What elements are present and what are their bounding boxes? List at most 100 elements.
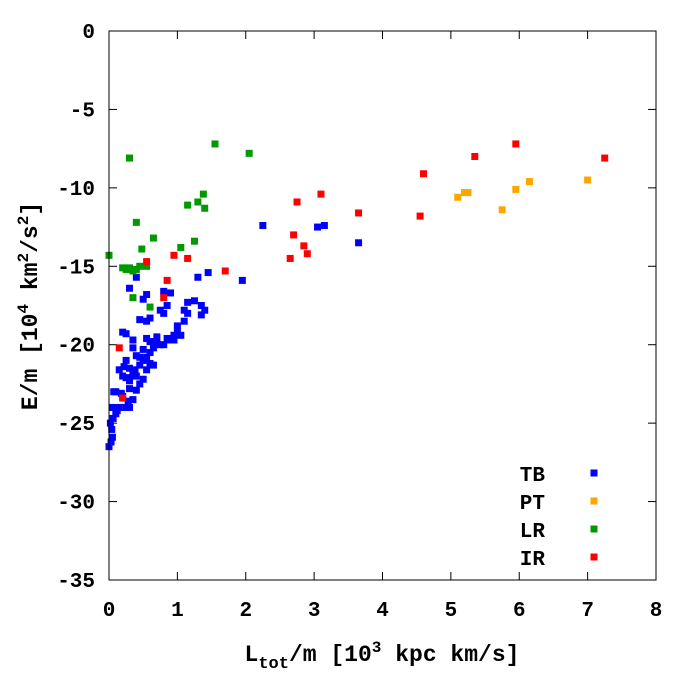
- data-point-ir: [420, 170, 428, 178]
- data-point-lr: [201, 204, 209, 212]
- data-point-tb: [143, 291, 151, 299]
- data-point-ir: [601, 154, 609, 162]
- data-point-tb: [197, 311, 205, 319]
- data-point-tb: [173, 322, 181, 330]
- data-point-lr: [143, 262, 151, 270]
- data-point-tb: [129, 336, 137, 344]
- x-tick-label: 2: [239, 600, 252, 623]
- data-point-tb: [108, 403, 116, 411]
- data-point-ir: [143, 258, 151, 266]
- tick-labels: 0 1 2 3 4 5 6 7 8 0 -5 -10 -15 -20 -25 -30 -35: [57, 22, 662, 623]
- data-point-tb: [126, 284, 134, 292]
- data-point-tb: [143, 353, 151, 361]
- legend-label-lr: LR: [520, 521, 546, 544]
- data-point-ir: [119, 394, 127, 402]
- data-point-lr: [184, 201, 192, 209]
- data-point-lr: [138, 245, 146, 253]
- legend-swatch-pt: [590, 497, 598, 505]
- data-point-lr: [199, 190, 207, 198]
- legend-swatch-tb: [590, 469, 598, 477]
- data-point-ir: [512, 140, 520, 148]
- data-point-tb: [167, 289, 175, 297]
- data-point-ir: [293, 198, 301, 206]
- data-point-lr: [129, 294, 137, 302]
- data-point-tb: [129, 396, 137, 404]
- data-point-ir: [160, 294, 168, 302]
- data-point-tb: [126, 385, 134, 393]
- data-point-tb: [126, 403, 134, 411]
- x-tick-label: 8: [650, 600, 663, 623]
- x-tick-label: 1: [171, 600, 184, 623]
- data-point-tb: [143, 317, 151, 325]
- data-point-ir: [163, 276, 171, 284]
- x-tick-label: 3: [308, 600, 321, 623]
- data-point-pt: [498, 206, 506, 214]
- x-tick-label: 5: [445, 600, 458, 623]
- data-point-lr: [194, 198, 202, 206]
- data-point-tb: [160, 341, 168, 349]
- y-axis-label: E/m [104 km2/s2]: [15, 202, 44, 410]
- data-point-tb: [115, 403, 123, 411]
- y-tick-label: -5: [70, 100, 95, 123]
- data-point-tb: [190, 297, 198, 305]
- data-point-ir: [471, 152, 479, 160]
- x-axis-label: Ltot/m [103 kpc km/s]: [245, 639, 520, 674]
- data-point-lr: [177, 243, 185, 251]
- data-point-lr: [211, 140, 219, 148]
- data-point-lr: [149, 234, 157, 242]
- data-point-tb: [136, 380, 144, 388]
- data-point-ir: [317, 190, 325, 198]
- data-point-lr: [126, 154, 134, 162]
- data-point-lr: [136, 262, 144, 270]
- data-point-tb: [146, 349, 154, 357]
- series-tb: [105, 222, 363, 451]
- data-point-pt: [512, 185, 520, 193]
- x-tick-label: 4: [376, 600, 389, 623]
- y-tick-label: -25: [57, 414, 95, 437]
- data-point-tb: [109, 414, 117, 422]
- data-point-ir: [303, 250, 311, 258]
- data-point-tb: [132, 352, 140, 360]
- data-point-tb: [139, 295, 147, 303]
- data-point-tb: [129, 344, 137, 352]
- data-point-tb: [355, 239, 363, 247]
- data-point-tb: [115, 366, 123, 374]
- legend-label-ir: IR: [520, 549, 546, 572]
- series-pt: [454, 176, 592, 214]
- data-point-tb: [139, 375, 147, 383]
- data-point-tb: [136, 316, 144, 324]
- data-point-tb: [153, 333, 161, 341]
- y-tick-label: -30: [57, 493, 95, 516]
- series-ir: [115, 140, 609, 402]
- data-point-lr: [146, 303, 154, 311]
- data-point-ir: [355, 209, 363, 217]
- data-point-lr: [245, 149, 253, 157]
- data-point-ir: [184, 254, 192, 262]
- data-point-pt: [464, 189, 472, 197]
- y-tick-label: -15: [57, 257, 95, 280]
- data-point-tb: [107, 438, 115, 446]
- data-point-tb: [149, 361, 157, 369]
- data-point-tb: [117, 389, 125, 397]
- data-point-tb: [163, 302, 171, 309]
- data-point-tb: [126, 364, 134, 372]
- plot-frame: [108, 30, 657, 581]
- y-tick-label: 0: [82, 22, 95, 45]
- data-point-tb: [124, 397, 132, 405]
- data-point-tb: [129, 371, 137, 379]
- data-point-ir: [416, 212, 424, 220]
- data-point-tb: [122, 356, 130, 364]
- data-point-tb: [132, 386, 140, 394]
- data-point-ir: [290, 231, 298, 239]
- data-point-tb: [132, 273, 140, 281]
- y-tick-label: -35: [57, 571, 95, 594]
- data-point-tb: [314, 223, 322, 231]
- data-point-tb: [197, 302, 205, 309]
- data-point-tb: [143, 366, 151, 374]
- data-point-ir: [221, 267, 229, 275]
- data-point-ir: [286, 254, 294, 262]
- data-point-ir: [170, 251, 178, 259]
- data-point-tb: [160, 287, 168, 295]
